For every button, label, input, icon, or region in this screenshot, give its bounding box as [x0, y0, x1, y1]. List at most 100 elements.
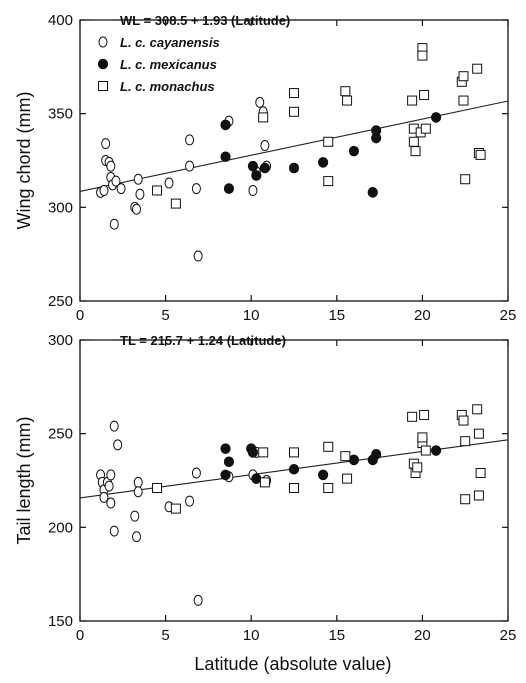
legend-marker	[98, 36, 108, 48]
data-point	[185, 160, 195, 172]
data-point	[116, 183, 126, 195]
series-open-square	[152, 43, 486, 209]
data-point	[458, 71, 469, 82]
x-tick-label: 5	[161, 627, 169, 644]
legend-series-label: L. c. monachus	[120, 79, 215, 94]
plot-frame	[79, 19, 509, 302]
data-point	[407, 95, 418, 106]
data-point	[419, 409, 430, 420]
data-point	[259, 162, 270, 174]
data-point	[101, 138, 111, 150]
data-point	[348, 145, 360, 157]
x-tick-label: 10	[243, 307, 260, 324]
data-point	[258, 112, 269, 123]
data-point	[289, 482, 299, 493]
data-point	[342, 473, 353, 484]
data-point	[260, 140, 270, 152]
data-point	[220, 151, 231, 163]
data-point	[475, 149, 486, 160]
data-point	[170, 198, 181, 209]
data-point	[460, 436, 471, 447]
data-point	[288, 162, 300, 174]
data-point	[109, 525, 119, 537]
x-tick-label: 15	[328, 627, 345, 644]
x-axis-label: Latitude (absolute value)	[194, 654, 391, 674]
data-point	[191, 183, 201, 195]
data-point	[367, 187, 378, 198]
y-tick-label: 300	[48, 332, 73, 349]
data-point	[323, 441, 334, 452]
data-point	[420, 445, 431, 456]
data-point	[220, 469, 231, 481]
data-point	[342, 95, 353, 106]
data-point	[99, 184, 109, 196]
regression-equation: WL = 308.5 + 1.93 (Latitude)	[120, 13, 290, 28]
series-open-circle	[96, 420, 272, 606]
x-tick-label: 15	[328, 307, 345, 324]
data-point	[109, 218, 119, 230]
data-point	[164, 177, 174, 189]
data-point	[318, 157, 329, 168]
data-point	[191, 467, 201, 479]
data-point	[247, 160, 259, 172]
data-point	[251, 473, 262, 484]
data-point	[223, 183, 235, 194]
series-filled-circle	[220, 112, 442, 198]
wing-chord-panel: 0 5 10 15 20 25 250 300 350 400 Wing chord (mm) WL …	[14, 12, 516, 324]
data-point	[135, 188, 145, 200]
data-point	[458, 95, 469, 106]
data-point	[412, 462, 423, 473]
x-tick-label: 20	[414, 627, 431, 644]
data-point	[289, 106, 299, 117]
data-point	[460, 174, 471, 185]
x-tick-label: 25	[500, 627, 517, 644]
y-tick-label: 350	[48, 106, 73, 123]
data-point	[473, 428, 484, 439]
data-point	[407, 411, 418, 422]
data-point	[99, 491, 109, 503]
data-point	[475, 468, 486, 479]
data-point	[106, 160, 116, 172]
data-point	[323, 136, 334, 147]
data-point	[220, 443, 231, 454]
data-point	[288, 463, 300, 475]
x-tick-label: 5	[161, 307, 169, 324]
data-point	[193, 250, 203, 262]
data-point	[131, 531, 141, 543]
data-point	[472, 404, 483, 415]
legend-series-label: L. c. mexicanus	[120, 57, 217, 72]
data-point	[248, 184, 258, 196]
y-tick-label: 150	[48, 613, 73, 630]
data-point	[223, 456, 235, 468]
data-point	[185, 134, 195, 146]
data-point	[371, 132, 382, 144]
data-point	[185, 495, 195, 507]
data-point	[133, 173, 143, 185]
data-point	[458, 415, 469, 426]
data-point	[255, 96, 265, 108]
data-point	[289, 447, 299, 458]
data-point	[258, 447, 269, 458]
legend: TL = 215.7 + 1.24 (Latitude)	[94, 333, 286, 348]
data-point	[259, 477, 270, 488]
x-tick-label: 25	[500, 307, 517, 324]
data-point	[371, 448, 382, 460]
legend-marker	[97, 58, 109, 70]
data-point	[323, 176, 334, 187]
data-point	[113, 439, 123, 451]
x-tick-label: 0	[76, 307, 84, 324]
legend-marker	[98, 81, 108, 91]
data-point	[152, 482, 163, 493]
tail-length-panel: 0 5 10 15 20 25 150 200 250 300 Tail length (mm) TL…	[14, 332, 516, 644]
data-point	[106, 469, 116, 481]
data-point	[111, 175, 121, 187]
data-point	[152, 185, 163, 196]
y-tick-label: 250	[48, 426, 73, 443]
data-point	[348, 454, 360, 466]
data-point	[133, 486, 143, 498]
data-point	[410, 146, 421, 157]
series-open-circle	[96, 96, 272, 262]
data-point	[104, 480, 114, 492]
series-filled-circle	[220, 443, 442, 484]
